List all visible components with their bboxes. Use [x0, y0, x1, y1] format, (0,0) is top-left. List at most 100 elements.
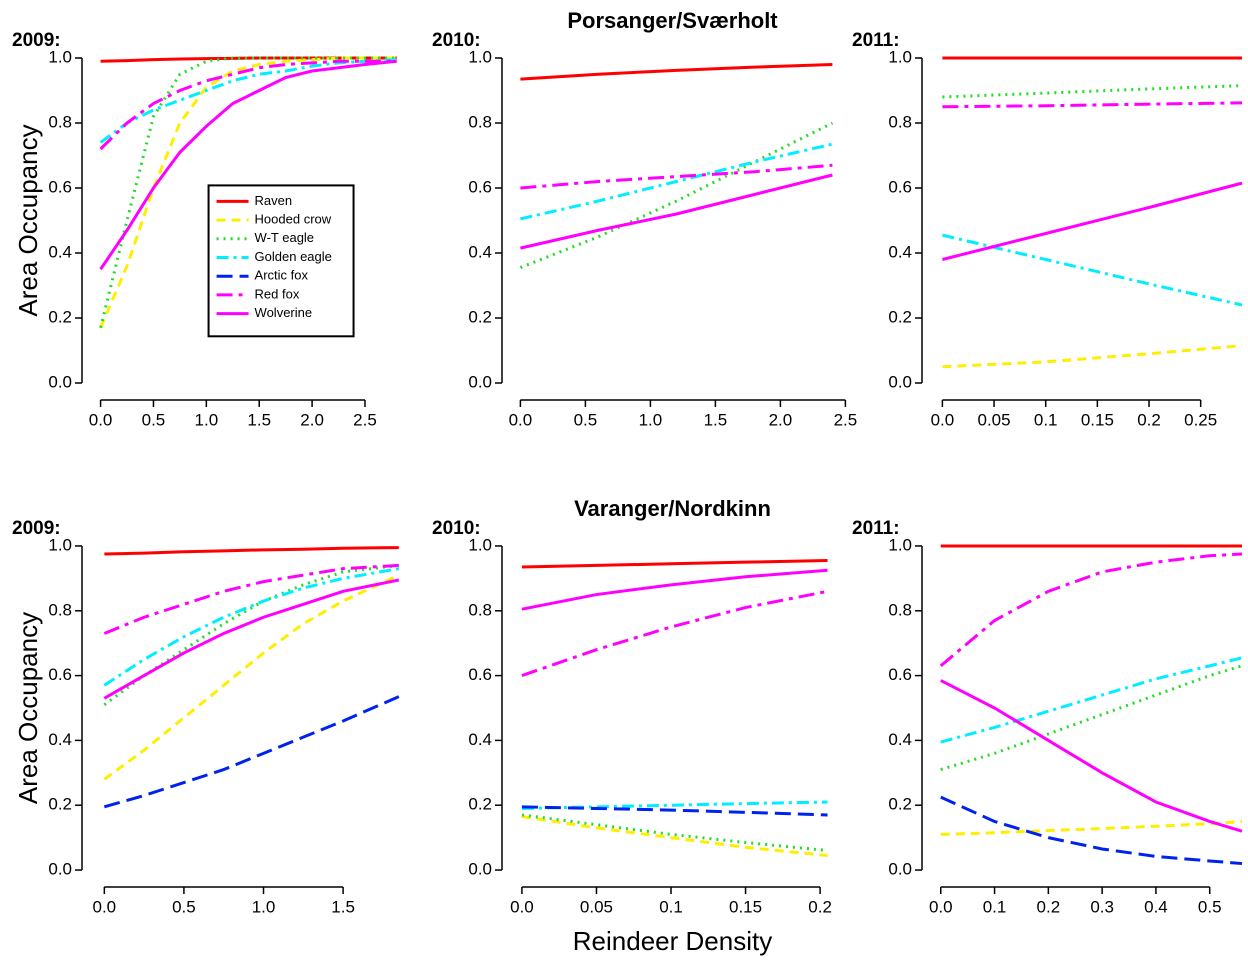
series-line	[521, 559, 828, 569]
y-tick-label: 1.0	[888, 47, 912, 66]
series-line	[520, 163, 833, 190]
series-line	[521, 813, 828, 853]
y-axis-label: Area Occupancy	[13, 124, 43, 316]
series-line	[519, 121, 834, 270]
series-line	[940, 664, 1243, 772]
series-line	[99, 59, 397, 271]
y-tick-label: 0.0	[888, 860, 912, 879]
y-tick-label: 0.2	[888, 795, 912, 814]
series-line	[103, 563, 399, 706]
x-tick-label: 0.5	[142, 410, 166, 429]
series-line	[521, 589, 828, 678]
y-tick-label: 0.2	[468, 795, 492, 814]
series-line	[99, 56, 397, 329]
x-tick-label: 0.0	[509, 410, 533, 429]
series-line	[521, 815, 828, 857]
x-tick-label: 0.1	[983, 897, 1007, 916]
x-tick-label: 2.0	[769, 410, 793, 429]
y-tick-label: 0.4	[888, 242, 912, 261]
y-tick-label: 0.2	[888, 307, 912, 326]
x-tick-label: 0.0	[510, 897, 534, 916]
y-tick-label: 0.4	[468, 730, 492, 749]
y-tick-label: 0.4	[888, 730, 912, 749]
x-tick-label: 2.5	[353, 410, 377, 429]
y-tick-label: 0.8	[468, 600, 492, 619]
y-tick-label: 0.0	[48, 372, 72, 391]
y-tick-label: 0.4	[48, 730, 72, 749]
y-tick-label: 0.6	[888, 665, 912, 684]
series-line	[940, 656, 1243, 744]
series-line	[942, 101, 1243, 109]
x-tick-label: 1.5	[331, 897, 355, 916]
x-tick-label: 1.5	[704, 410, 728, 429]
y-tick-label: 0.6	[468, 177, 492, 196]
y-tick-label: 0.2	[48, 795, 72, 814]
y-tick-label: 0.4	[468, 242, 492, 261]
series-line	[520, 63, 833, 81]
legend-label: Hooded crow	[255, 212, 332, 227]
y-tick-label: 0.0	[468, 860, 492, 879]
series-line	[99, 58, 397, 144]
panel-title: 2011:	[852, 30, 900, 51]
group-title: Varanger/Nordkinn	[574, 496, 771, 521]
series-line	[939, 552, 1243, 668]
y-tick-label: 0.8	[48, 600, 72, 619]
y-axis-label: Area Occupancy	[13, 612, 43, 804]
y-tick-label: 1.0	[48, 535, 72, 554]
x-tick-label: 0.5	[574, 410, 598, 429]
series-line	[104, 546, 399, 556]
x-tick-label: 1.0	[195, 410, 219, 429]
x-axis-label: Reindeer Density	[573, 926, 772, 956]
panel-title: 2010:	[432, 518, 481, 539]
y-tick-label: 1.0	[468, 535, 492, 554]
y-tick-label: 0.6	[48, 665, 72, 684]
x-tick-label: 2.0	[300, 410, 324, 429]
series-line	[99, 59, 397, 151]
series-line	[940, 679, 1243, 833]
series-line	[520, 173, 833, 250]
legend-label: Arctic fox	[255, 268, 309, 283]
series-line	[520, 142, 833, 221]
y-tick-label: 0.8	[888, 600, 912, 619]
series-line	[942, 84, 1243, 99]
group-title: Porsanger/Sværholt	[567, 8, 778, 33]
series-line	[521, 568, 828, 611]
x-tick-label: 0.15	[1081, 410, 1114, 429]
y-tick-label: 0.0	[468, 372, 492, 391]
x-tick-label: 0.3	[1090, 897, 1114, 916]
x-tick-label: 0.5	[1198, 897, 1222, 916]
series-line	[940, 795, 1243, 866]
series-line	[942, 181, 1243, 261]
x-tick-label: 0.2	[1137, 410, 1161, 429]
y-tick-label: 0.8	[48, 112, 72, 131]
y-tick-label: 0.8	[468, 112, 492, 131]
y-tick-label: 0.4	[48, 242, 72, 261]
legend-label: Red fox	[255, 286, 300, 301]
panel-title: 2009:	[12, 518, 61, 539]
x-tick-label: 1.5	[247, 410, 271, 429]
series-line	[103, 567, 400, 687]
legend-label: W-T eagle	[255, 230, 315, 245]
x-tick-label: 0.05	[580, 897, 613, 916]
panel-title: 2009:	[12, 30, 61, 51]
legend-label: Raven	[255, 193, 293, 208]
panel-title: 2011:	[852, 518, 900, 539]
series-line	[103, 695, 400, 809]
y-tick-label: 0.0	[888, 372, 912, 391]
x-tick-label: 0.5	[172, 897, 196, 916]
x-tick-label: 0.15	[729, 897, 762, 916]
x-tick-label: 0.2	[808, 897, 832, 916]
series-line	[103, 578, 400, 700]
x-tick-label: 0.2	[1037, 897, 1061, 916]
legend-label: Wolverine	[255, 305, 313, 320]
x-tick-label: 0.0	[89, 410, 113, 429]
x-tick-label: 0.0	[931, 410, 955, 429]
legend-label: Golden eagle	[255, 249, 332, 264]
x-tick-label: 0.25	[1184, 410, 1217, 429]
y-tick-label: 0.2	[48, 307, 72, 326]
legend-box	[207, 184, 355, 338]
y-tick-label: 0.6	[888, 177, 912, 196]
y-tick-label: 1.0	[48, 47, 72, 66]
x-tick-label: 1.0	[252, 897, 276, 916]
